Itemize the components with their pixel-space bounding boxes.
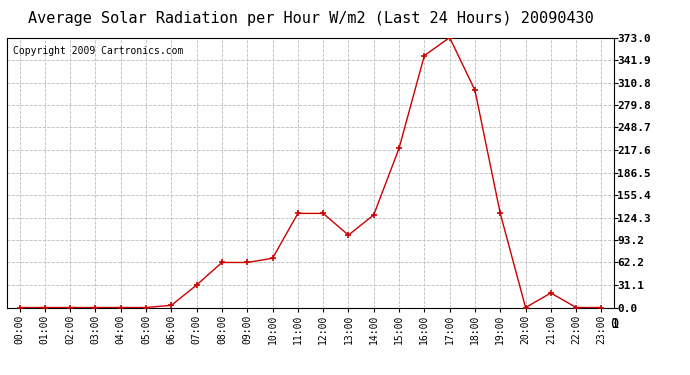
Text: Copyright 2009 Cartronics.com: Copyright 2009 Cartronics.com — [13, 46, 184, 56]
Text: Average Solar Radiation per Hour W/m2 (Last 24 Hours) 20090430: Average Solar Radiation per Hour W/m2 (L… — [28, 11, 593, 26]
